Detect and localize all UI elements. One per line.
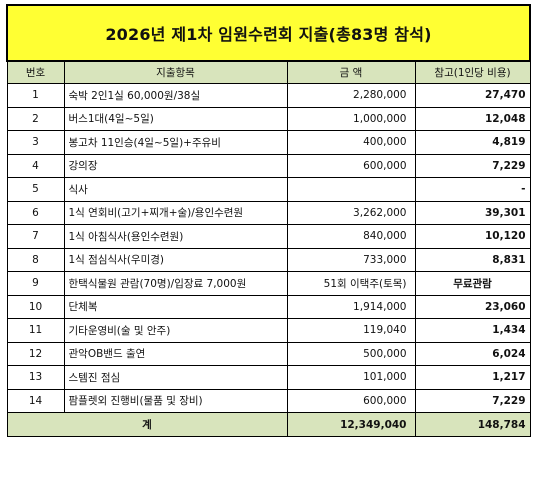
header-no: 번호 (6, 60, 65, 84)
row-no: 2 (6, 106, 65, 131)
sheet-title: 2026년 제1차 임원수련회 지출(총83명 참석) (5, 4, 532, 62)
row-no: 1 (6, 83, 65, 108)
row-item: 한택식물원 관람(70명)/입장료 7,000원 (63, 271, 288, 296)
row-amount: 2,280,000 (286, 83, 416, 108)
header-item: 지출항목 (63, 60, 288, 84)
row-amount: 101,000 (286, 365, 416, 390)
row-amount: 3,262,000 (286, 200, 416, 225)
row-per-person: 23,060 (414, 294, 531, 319)
table-row: 1 숙박 2인1실 60,000원/38실 2,280,000 27,470 (6, 83, 531, 108)
row-no: 5 (6, 177, 65, 202)
row-per-person: 10,120 (414, 224, 531, 249)
row-per-person: 4,819 (414, 130, 531, 155)
row-per-person: 1,217 (414, 365, 531, 390)
row-per-person: 39,301 (414, 200, 531, 225)
total-row: 계 12,349,040 148,784 (6, 412, 531, 437)
table-row: 8 1식 점심식사(우미경) 733,000 8,831 (6, 247, 531, 272)
row-per-person: 7,229 (414, 153, 531, 178)
total-label: 계 (6, 412, 288, 437)
row-item: 팜플렛외 진행비(물품 및 장비) (63, 388, 288, 413)
total-per-person: 148,784 (414, 412, 531, 437)
row-amount: 51회 이택주(토목) (286, 271, 416, 296)
table-row: 5 식사 - (6, 177, 531, 202)
row-item: 관악OB밴드 출연 (63, 341, 288, 366)
row-per-person: 무료관람 (414, 271, 531, 296)
row-amount: 600,000 (286, 153, 416, 178)
row-per-person: 12,048 (414, 106, 531, 131)
expense-table: 2026년 제1차 임원수련회 지출(총83명 참석) 번호 지출항목 금 액 … (5, 4, 532, 437)
title-row: 2026년 제1차 임원수련회 지출(총83명 참석) (5, 4, 532, 62)
row-amount: 840,000 (286, 224, 416, 249)
row-no: 10 (6, 294, 65, 319)
header-amount: 금 액 (286, 60, 416, 84)
row-per-person: - (414, 177, 531, 202)
row-amount: 1,000,000 (286, 106, 416, 131)
row-item: 버스1대(4일~5일) (63, 106, 288, 131)
row-no: 6 (6, 200, 65, 225)
row-no: 4 (6, 153, 65, 178)
table-row: 14 팜플렛외 진행비(물품 및 장비) 600,000 7,229 (6, 388, 531, 413)
header-row: 번호 지출항목 금 액 참고(1인당 비용) (6, 60, 531, 84)
table-row: 12 관악OB밴드 출연 500,000 6,024 (6, 341, 531, 366)
row-no: 12 (6, 341, 65, 366)
total-amount: 12,349,040 (286, 412, 416, 437)
row-amount: 1,914,000 (286, 294, 416, 319)
row-amount: 500,000 (286, 341, 416, 366)
row-amount: 119,040 (286, 318, 416, 343)
row-no: 11 (6, 318, 65, 343)
row-item: 강의장 (63, 153, 288, 178)
row-no: 3 (6, 130, 65, 155)
table-row: 6 1식 연회비(고기+찌개+술)/용인수련원 3,262,000 39,301 (6, 200, 531, 225)
table-row: 3 봉고차 11인승(4일~5일)+주유비 400,000 4,819 (6, 130, 531, 155)
row-item: 1식 연회비(고기+찌개+술)/용인수련원 (63, 200, 288, 225)
row-item: 단체복 (63, 294, 288, 319)
row-item: 1식 점심식사(우미경) (63, 247, 288, 272)
table-row: 9 한택식물원 관람(70명)/입장료 7,000원 51회 이택주(토목) 무… (6, 271, 531, 296)
row-amount: 600,000 (286, 388, 416, 413)
row-item: 숙박 2인1실 60,000원/38실 (63, 83, 288, 108)
table-row: 11 기타운영비(술 및 안주) 119,040 1,434 (6, 318, 531, 343)
row-item: 스템진 점심 (63, 365, 288, 390)
row-per-person: 7,229 (414, 388, 531, 413)
row-item: 봉고차 11인승(4일~5일)+주유비 (63, 130, 288, 155)
row-item: 기타운영비(술 및 안주) (63, 318, 288, 343)
row-per-person: 8,831 (414, 247, 531, 272)
row-no: 9 (6, 271, 65, 296)
row-amount (286, 177, 416, 202)
row-per-person: 1,434 (414, 318, 531, 343)
table-row: 10 단체복 1,914,000 23,060 (6, 294, 531, 319)
row-amount: 400,000 (286, 130, 416, 155)
row-amount: 733,000 (286, 247, 416, 272)
header-per-person: 참고(1인당 비용) (414, 60, 531, 84)
table-row: 7 1식 아침식사(용인수련원) 840,000 10,120 (6, 224, 531, 249)
expense-sheet: 2026년 제1차 임원수련회 지출(총83명 참석) 번호 지출항목 금 액 … (5, 4, 532, 437)
table-row: 13 스템진 점심 101,000 1,217 (6, 365, 531, 390)
row-item: 1식 아침식사(용인수련원) (63, 224, 288, 249)
row-per-person: 27,470 (414, 83, 531, 108)
table-row: 4 강의장 600,000 7,229 (6, 153, 531, 178)
row-item: 식사 (63, 177, 288, 202)
row-no: 13 (6, 365, 65, 390)
row-no: 8 (6, 247, 65, 272)
row-no: 7 (6, 224, 65, 249)
table-row: 2 버스1대(4일~5일) 1,000,000 12,048 (6, 106, 531, 131)
row-no: 14 (6, 388, 65, 413)
row-per-person: 6,024 (414, 341, 531, 366)
